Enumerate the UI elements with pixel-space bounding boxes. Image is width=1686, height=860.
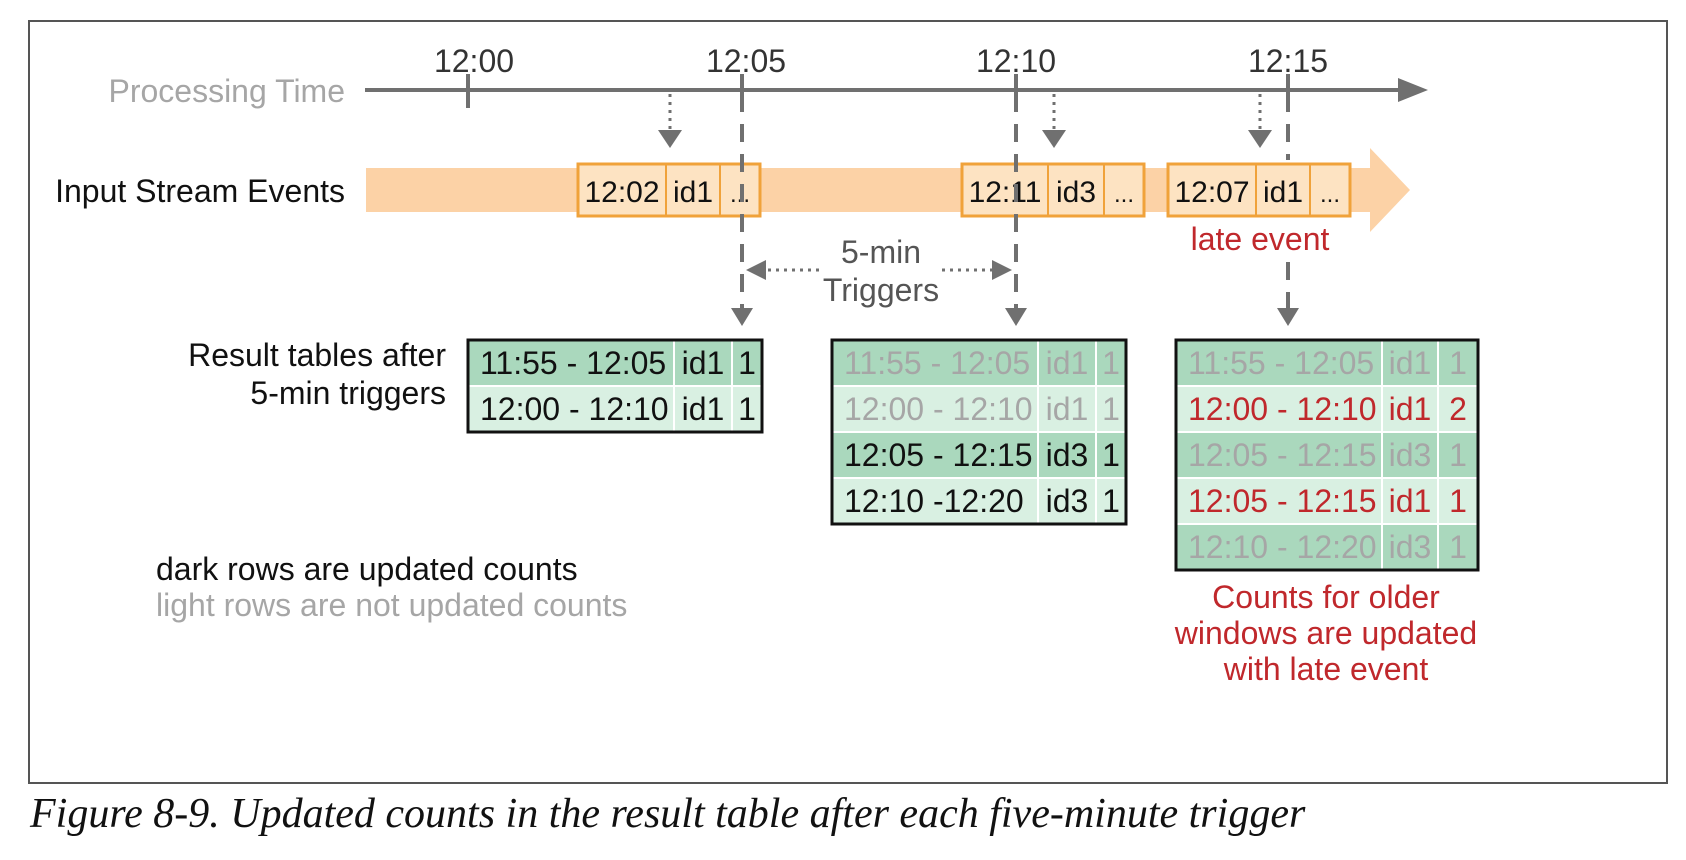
cell-count: 1 <box>1102 345 1120 381</box>
event-arrival-arrows <box>668 94 1262 134</box>
trigger-interval: 5-min Triggers <box>746 234 1012 308</box>
cell-window: 12:00 - 12:10 <box>480 391 669 427</box>
tick-label-1215: 12:15 <box>1248 43 1328 79</box>
cell-count: 1 <box>1449 437 1467 473</box>
input-stream-label: Input Stream Events <box>55 173 345 209</box>
cell-window: 12:05 - 12:15 <box>1188 437 1377 473</box>
trigger-arrowheads <box>731 308 1299 326</box>
cell-count: 1 <box>1102 483 1120 519</box>
cell-count: 1 <box>738 345 756 381</box>
cell-id: id1 <box>1046 391 1089 427</box>
table-row: 12:00 - 12:10 id1 2 <box>1175 385 1479 433</box>
table-border <box>830 338 1128 526</box>
event-more: ... <box>1114 181 1134 208</box>
event-2: 12:11 id3 ... <box>960 162 1146 218</box>
figure-caption: Figure 8-9. Updated counts in the result… <box>30 791 1306 837</box>
table-row: 12:05 - 12:15 id1 1 <box>1175 477 1479 525</box>
cell-id: id1 <box>1046 345 1089 381</box>
late-update-note: Counts for older windows are updated wit… <box>1174 579 1477 687</box>
results-label-line2: 5-min triggers <box>250 375 446 411</box>
trigger-label-line1: 5-min <box>841 234 921 270</box>
table-row: 12:10 - 12:20 id3 1 <box>1175 523 1479 571</box>
table-border <box>466 338 764 434</box>
cell-id: id3 <box>1046 437 1089 473</box>
table-row: 11:55 - 12:05 id1 1 <box>831 339 1127 387</box>
table-row: 11:55 - 12:05 id1 1 <box>467 339 763 387</box>
processing-time-label: Processing Time <box>108 73 345 109</box>
result-table-3: 11:55 - 12:05 id1 1 12:00 - 12:10 id1 2 12:05 … <box>1174 338 1480 572</box>
result-table-2: 11:55 - 12:05 id1 112:00 - 12:10 id1 112:05 … <box>830 338 1128 526</box>
cell-count: 1 <box>1449 529 1467 565</box>
cell-id: id3 <box>1389 529 1432 565</box>
event-id: id1 <box>673 176 713 209</box>
cell-window: 11:55 - 12:05 <box>480 345 666 381</box>
event-more: ... <box>1320 181 1340 208</box>
event-3: 12:07 id1 ... <box>1166 162 1352 218</box>
cell-window: 12:10 -12:20 <box>844 483 1024 519</box>
figure-frame: Processing Time 12:00 12:05 12:10 12:15 … <box>28 20 1668 784</box>
cell-id: id1 <box>682 391 725 427</box>
late-event-label: late event <box>1191 221 1330 257</box>
axis-arrowhead <box>1398 78 1428 102</box>
event-1: 12:02 id1 ... <box>576 162 762 218</box>
table-row: 12:10 -12:20 id3 1 <box>831 477 1127 525</box>
event-time: 12:02 <box>584 176 659 209</box>
tick-label-1205: 12:05 <box>706 43 786 79</box>
cell-id: id1 <box>1389 345 1432 381</box>
event-id: id1 <box>1263 176 1303 209</box>
tick-label-1200: 12:00 <box>434 43 514 79</box>
trigger-lines <box>740 94 1290 322</box>
legend-light: light rows are not updated counts <box>156 587 627 623</box>
cell-id: id3 <box>1046 483 1089 519</box>
cell-count: 1 <box>1102 391 1120 427</box>
note-line1: Counts for older <box>1212 579 1440 615</box>
cell-id: id1 <box>1389 391 1432 427</box>
cell-count: 1 <box>1449 345 1467 381</box>
tick-label-1210: 12:10 <box>976 43 1056 79</box>
cell-id: id1 <box>682 345 725 381</box>
cell-id: id3 <box>1389 437 1432 473</box>
cell-count: 2 <box>1449 391 1467 427</box>
table-border <box>1174 338 1480 572</box>
trigger-label-line2: Triggers <box>823 272 939 308</box>
cell-count: 1 <box>1102 437 1120 473</box>
cell-window: 12:05 - 12:15 <box>844 437 1033 473</box>
table-row: 11:55 - 12:05 id1 1 <box>1175 339 1479 387</box>
cell-count: 1 <box>1449 483 1467 519</box>
legend-dark: dark rows are updated counts <box>156 551 578 587</box>
event-id: id3 <box>1056 176 1096 209</box>
diagram: Processing Time 12:00 12:05 12:10 12:15 … <box>55 43 1480 687</box>
table-row: 12:05 - 12:15 id3 1 <box>1175 431 1479 479</box>
cell-count: 1 <box>738 391 756 427</box>
event-time: 12:11 <box>969 176 1042 209</box>
cell-window: 12:00 - 12:10 <box>844 391 1033 427</box>
table-row: 12:00 - 12:10 id1 1 <box>831 385 1127 433</box>
table-row: 12:05 - 12:15 id3 1 <box>831 431 1127 479</box>
cell-window: 11:55 - 12:05 <box>1188 345 1374 381</box>
result-table-1: 11:55 - 12:05 id1 1 12:00 - 12:10 id1 1 <box>466 338 764 434</box>
note-line2: windows are updated <box>1174 615 1477 651</box>
result-tables: 11:55 - 12:05 id1 112:00 - 12:10 id1 111:55 … <box>466 338 1480 572</box>
cell-window: 11:55 - 12:05 <box>844 345 1030 381</box>
cell-id: id1 <box>1389 483 1432 519</box>
results-label-line1: Result tables after <box>188 337 446 373</box>
cell-window: 12:00 - 12:10 <box>1188 391 1377 427</box>
note-line3: with late event <box>1223 651 1429 687</box>
cell-window: 12:05 - 12:15 <box>1188 483 1377 519</box>
processing-time-axis: Processing Time 12:00 12:05 12:10 12:15 <box>108 43 1428 109</box>
cell-window: 12:10 - 12:20 <box>1188 529 1377 565</box>
table-row: 12:00 - 12:10 id1 1 <box>467 385 763 433</box>
event-time: 12:07 <box>1174 176 1249 209</box>
